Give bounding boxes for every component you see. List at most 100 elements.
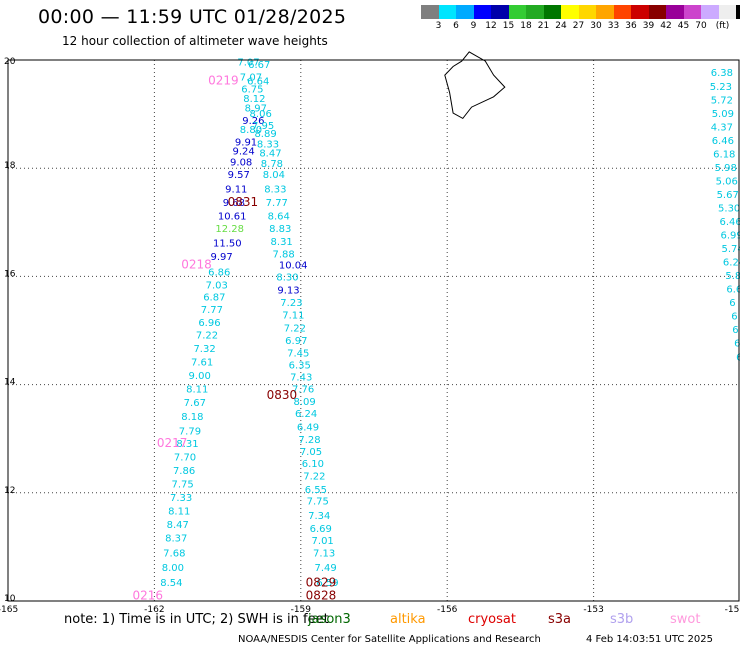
wave-height-label: 6.96 <box>198 318 220 329</box>
wave-height-label: 5.8 <box>725 271 740 282</box>
wave-height-label: 7.43 <box>290 372 312 383</box>
y-tick-label: 14 <box>4 378 16 388</box>
x-tick-label: -153 <box>583 605 603 615</box>
wave-height-label: 8.11 <box>168 506 190 517</box>
credit-text: NOAA/NESDIS Center for Satellite Applica… <box>238 634 541 645</box>
wave-height-label: 9.11 <box>225 185 247 196</box>
wave-height-label: 7.77 <box>201 305 223 316</box>
color-scale-labels: 3 6 9 12 15 18 21 24 27 30 33 36 39 42 45 70 (ft) <box>421 21 740 33</box>
color-scale-label: 30 <box>590 21 602 31</box>
wave-height-label: 6.38 <box>711 68 733 79</box>
chart-title: 00:00 — 11:59 UTC 01/28/2025 <box>38 6 347 28</box>
wave-height-label: 6.24 <box>723 258 740 269</box>
wave-height-label: 5.23 <box>710 82 732 93</box>
wave-height-label: 8.37 <box>165 533 187 544</box>
color-scale-label: 15 <box>502 21 515 31</box>
wave-height-label: 8.33 <box>264 185 286 196</box>
x-tick-label: -156 <box>437 605 458 615</box>
wave-height-label: 6.55 <box>305 485 327 496</box>
color-scale-label: 27 <box>572 21 585 31</box>
color-scale-label: 12 <box>485 21 497 31</box>
wave-height-label: 6 <box>729 298 735 309</box>
wave-height-label: 6.67 <box>248 60 270 71</box>
wave-height-label: 5.74 <box>721 244 740 255</box>
wave-height-label: 12.28 <box>215 224 244 235</box>
wave-height-label: 8.89 <box>254 129 276 140</box>
wave-height-label: 8.83 <box>269 224 291 235</box>
wave-height-label: 9.00 <box>189 371 211 382</box>
color-swatch <box>736 5 740 19</box>
x-tick-label: -162 <box>144 605 164 615</box>
color-scale-label: (ft) <box>715 21 730 31</box>
wave-height-label: 8.30 <box>276 273 298 284</box>
wave-height-label: 8.64 <box>268 212 290 223</box>
wave-height-label: 9.13 <box>277 286 299 297</box>
wave-height-label: 5.06 <box>716 176 738 187</box>
wave-height-label: 6.46 <box>712 136 734 147</box>
color-scale-label: 18 <box>520 21 532 31</box>
pass-id-label: 0830 <box>267 388 298 402</box>
mission-legend-swot: swot <box>670 612 701 627</box>
wave-height-label: 8.09 <box>293 397 315 408</box>
wave-height-label: 7.68 <box>163 549 185 560</box>
wave-height-label: 8.11 <box>186 385 208 396</box>
y-tick-label: 10 <box>4 594 16 604</box>
color-scale-label: 3 <box>435 21 442 31</box>
wave-height-label: 7.79 <box>179 426 201 437</box>
color-scale-label: 42 <box>660 21 672 31</box>
color-scale-bar <box>421 5 740 19</box>
wave-height-label: 8.31 <box>271 237 293 248</box>
color-swatch <box>421 5 439 19</box>
color-swatch <box>473 5 491 19</box>
wave-height-label: 6.59 <box>316 578 338 589</box>
wave-height-label: 6 <box>734 339 740 350</box>
wave-height-label: 6.46 <box>720 217 740 228</box>
wave-height-label: 7.49 <box>314 563 336 574</box>
wave-height-label: 8.00 <box>162 563 184 574</box>
color-swatch <box>596 5 614 19</box>
wave-height-label: 6.86 <box>208 267 230 278</box>
wave-height-label: 6.97 <box>285 336 307 347</box>
wave-height-label: 6.64 <box>247 76 269 87</box>
wave-height-label: 10.61 <box>218 212 247 223</box>
color-swatch <box>578 5 596 19</box>
wave-height-label: 4.37 <box>711 122 733 133</box>
wave-height-label: 9.08 <box>230 157 252 168</box>
wave-height-label: 7.13 <box>313 549 335 560</box>
wave-height-label: 6.69 <box>310 524 332 535</box>
wave-height-label: 7.28 <box>298 435 320 446</box>
mission-legend-s3a: s3a <box>548 612 572 627</box>
color-swatch <box>543 5 561 19</box>
y-tick-label: 18 <box>4 161 16 171</box>
color-swatch <box>718 5 736 19</box>
color-scale-label: 70 <box>695 21 707 31</box>
color-scale-label: 6 <box>453 21 459 31</box>
wave-height-label: 7.34 <box>308 511 330 522</box>
wave-height-label: 6.6 <box>726 285 740 296</box>
color-swatch <box>631 5 649 19</box>
color-scale-label: 45 <box>677 21 690 31</box>
mission-legend-cryosat: cryosat <box>468 612 516 627</box>
y-tick-label: 20 <box>4 57 16 67</box>
wave-height-label: 7.67 <box>184 398 206 409</box>
pass-id-label: 0217 <box>157 436 188 450</box>
color-scale-label: 9 <box>470 21 477 31</box>
wave-height-values: 7.076.677.076.646.758.128.978.069.267.95… <box>160 57 740 588</box>
wave-height-label: 7.70 <box>174 452 196 463</box>
x-tick-label: -159 <box>291 605 312 615</box>
wave-height-label: 6.24 <box>295 409 317 420</box>
wave-height-label: 7.77 <box>266 198 288 209</box>
wave-height-label: 9.26 <box>242 116 264 127</box>
island-outline <box>444 51 506 120</box>
wave-height-label: 7.22 <box>196 331 218 342</box>
color-swatch <box>491 5 509 19</box>
land-outline <box>444 51 506 120</box>
wave-height-label: 7.03 <box>206 280 228 291</box>
y-tick-label: 12 <box>4 486 15 496</box>
wave-height-label: 8.33 <box>257 140 279 151</box>
wave-height-label: 6 <box>732 325 738 336</box>
wave-height-label: 7.05 <box>300 447 322 458</box>
wave-height-label: 6 <box>731 312 737 323</box>
